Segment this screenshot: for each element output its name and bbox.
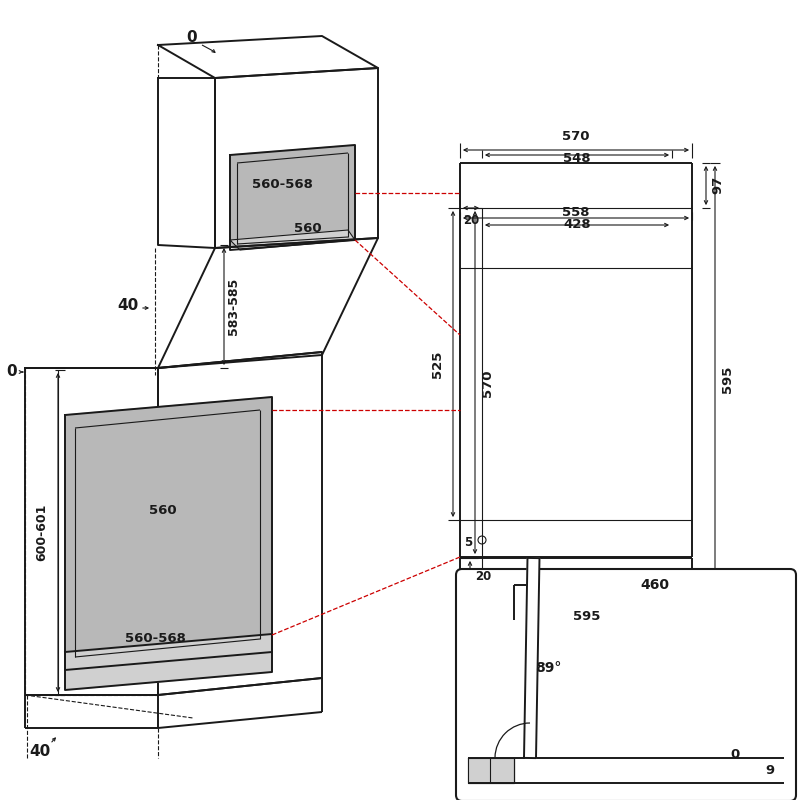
Text: 460: 460 bbox=[641, 578, 670, 592]
Text: 560: 560 bbox=[149, 503, 177, 517]
Polygon shape bbox=[158, 78, 215, 248]
Polygon shape bbox=[230, 145, 355, 250]
Text: 428: 428 bbox=[563, 218, 591, 231]
Text: 40: 40 bbox=[30, 745, 50, 759]
Polygon shape bbox=[158, 36, 378, 78]
Text: 0: 0 bbox=[730, 747, 740, 761]
Text: 525: 525 bbox=[431, 350, 445, 378]
Text: 20: 20 bbox=[475, 570, 491, 583]
Text: 40: 40 bbox=[118, 298, 138, 313]
Text: 548: 548 bbox=[563, 153, 591, 166]
Text: 560-568: 560-568 bbox=[251, 178, 313, 191]
Text: 570: 570 bbox=[562, 130, 590, 143]
Polygon shape bbox=[158, 238, 378, 368]
Polygon shape bbox=[65, 397, 272, 670]
Polygon shape bbox=[65, 634, 272, 690]
Text: 558: 558 bbox=[562, 206, 590, 218]
Polygon shape bbox=[25, 368, 158, 695]
Text: 583-585: 583-585 bbox=[227, 278, 241, 334]
Polygon shape bbox=[524, 558, 539, 758]
Polygon shape bbox=[158, 352, 322, 695]
Text: 600-601: 600-601 bbox=[35, 503, 49, 561]
Text: 0: 0 bbox=[6, 365, 18, 379]
Polygon shape bbox=[230, 230, 355, 250]
Text: 0: 0 bbox=[186, 30, 198, 46]
Text: 9: 9 bbox=[766, 763, 774, 777]
Text: 97: 97 bbox=[711, 176, 725, 194]
Text: 5: 5 bbox=[464, 537, 472, 550]
Text: 89°: 89° bbox=[535, 661, 561, 675]
Text: 595: 595 bbox=[722, 366, 734, 393]
Text: 560: 560 bbox=[294, 222, 322, 234]
FancyBboxPatch shape bbox=[456, 569, 796, 800]
Text: 595: 595 bbox=[574, 610, 601, 622]
Polygon shape bbox=[468, 758, 514, 783]
Text: 560-568: 560-568 bbox=[125, 631, 186, 645]
Text: 570: 570 bbox=[481, 370, 494, 397]
Text: 20: 20 bbox=[463, 214, 479, 226]
Polygon shape bbox=[215, 68, 378, 248]
